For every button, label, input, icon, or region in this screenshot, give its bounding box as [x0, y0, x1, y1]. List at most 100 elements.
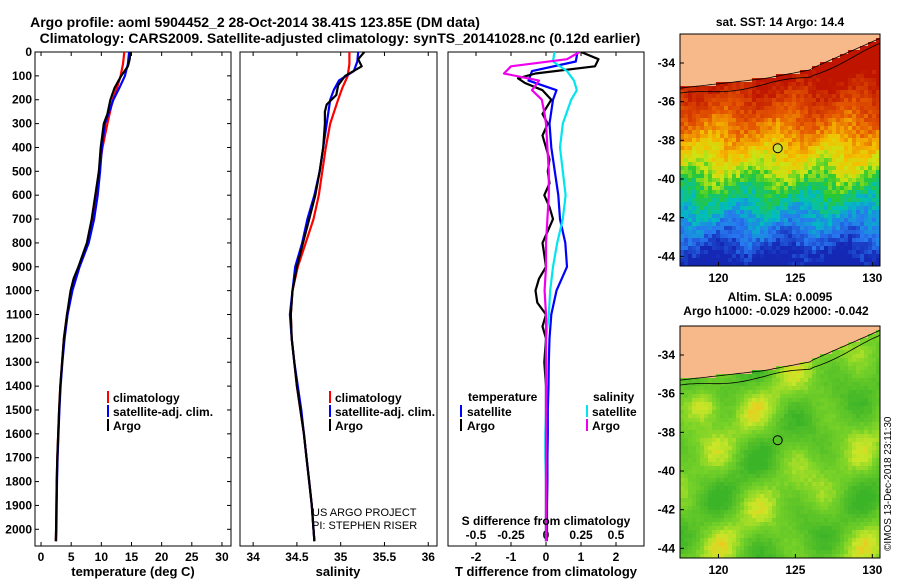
map-cell	[728, 406, 733, 411]
map-cell	[732, 198, 737, 203]
map-cell	[688, 358, 693, 363]
map-cell	[748, 354, 753, 359]
map-cell	[684, 446, 689, 451]
map-cell	[740, 50, 745, 55]
map-cell	[716, 470, 721, 475]
map-cell	[740, 226, 745, 231]
map-cell	[848, 162, 853, 167]
map-cell	[728, 138, 733, 143]
map-cell	[860, 218, 865, 223]
map-cell	[792, 406, 797, 411]
map-cell	[844, 222, 849, 227]
map-cell	[820, 38, 825, 43]
map-cell	[712, 466, 717, 471]
map-cell	[708, 54, 713, 59]
map-cell	[740, 118, 745, 123]
map-cell	[792, 170, 797, 175]
map-cell	[756, 170, 761, 175]
map-cell	[708, 506, 713, 511]
map-cell	[724, 406, 729, 411]
map-cell	[832, 158, 837, 163]
map-cell	[832, 146, 837, 151]
map-cell	[704, 546, 709, 551]
map-cell	[692, 338, 697, 343]
map-cell	[772, 250, 777, 255]
map-cell	[796, 242, 801, 247]
map-cell	[716, 410, 721, 415]
map-cell	[788, 178, 793, 183]
map-cell	[716, 138, 721, 143]
map-cell	[756, 366, 761, 371]
map-cell	[800, 490, 805, 495]
map-cell	[764, 446, 769, 451]
map-cell	[820, 222, 825, 227]
map-cell	[736, 254, 741, 259]
map-cell	[844, 214, 849, 219]
map-cell	[704, 506, 709, 511]
map-cell	[816, 226, 821, 231]
map-cell	[780, 378, 785, 383]
map-cell	[700, 446, 705, 451]
map-cell	[720, 254, 725, 259]
map-cell	[680, 538, 685, 543]
map-cell	[760, 242, 765, 247]
map-cell	[836, 218, 841, 223]
map-cell	[788, 366, 793, 371]
map-cell	[796, 522, 801, 527]
map-cell	[704, 54, 709, 59]
map-cell	[800, 258, 805, 263]
map-cell	[852, 38, 857, 43]
map-cell	[800, 178, 805, 183]
map-cell	[784, 522, 789, 527]
map-cell	[860, 190, 865, 195]
map-cell	[792, 482, 797, 487]
map-cell	[716, 162, 721, 167]
map-cell	[812, 194, 817, 199]
map-cell	[716, 170, 721, 175]
map-cell	[732, 178, 737, 183]
map-cell	[724, 386, 729, 391]
map-cell	[716, 458, 721, 463]
map-cell	[704, 510, 709, 515]
map-cell	[800, 74, 805, 79]
map-cell	[780, 486, 785, 491]
map-cell	[784, 214, 789, 219]
map-cell	[732, 142, 737, 147]
map-cell	[704, 182, 709, 187]
sla-map-title-line1: Altim. SLA: 0.0095	[728, 290, 833, 304]
map-cell	[708, 542, 713, 547]
map-cell	[764, 186, 769, 191]
map-cell	[696, 478, 701, 483]
map-cell	[708, 34, 713, 39]
map-cell	[756, 70, 761, 75]
map-cell	[800, 102, 805, 107]
map-cell	[740, 438, 745, 443]
map-cell	[720, 522, 725, 527]
map-cell	[712, 438, 717, 443]
map-cell	[832, 94, 837, 99]
map-cell	[856, 166, 861, 171]
map-cell	[760, 74, 765, 79]
map-cell	[784, 366, 789, 371]
map-cell	[796, 186, 801, 191]
map-cell	[804, 198, 809, 203]
map-cell	[684, 550, 689, 555]
map-cell	[732, 170, 737, 175]
map-cell	[688, 458, 693, 463]
map-cell	[704, 434, 709, 439]
map-cell	[772, 222, 777, 227]
map-cell	[740, 202, 745, 207]
salinity-legend: climatology satellite-adj. clim. Argo	[329, 391, 435, 433]
map-cell	[740, 174, 745, 179]
map-cell	[788, 442, 793, 447]
map-cell	[752, 450, 757, 455]
map-cell	[768, 130, 773, 135]
map-cell	[756, 502, 761, 507]
map-cell	[796, 114, 801, 119]
map-cell	[800, 434, 805, 439]
map-cell	[804, 190, 809, 195]
map-cell	[796, 350, 801, 355]
map-cell	[716, 346, 721, 351]
map-cell	[836, 262, 841, 266]
map-cell	[744, 86, 749, 91]
